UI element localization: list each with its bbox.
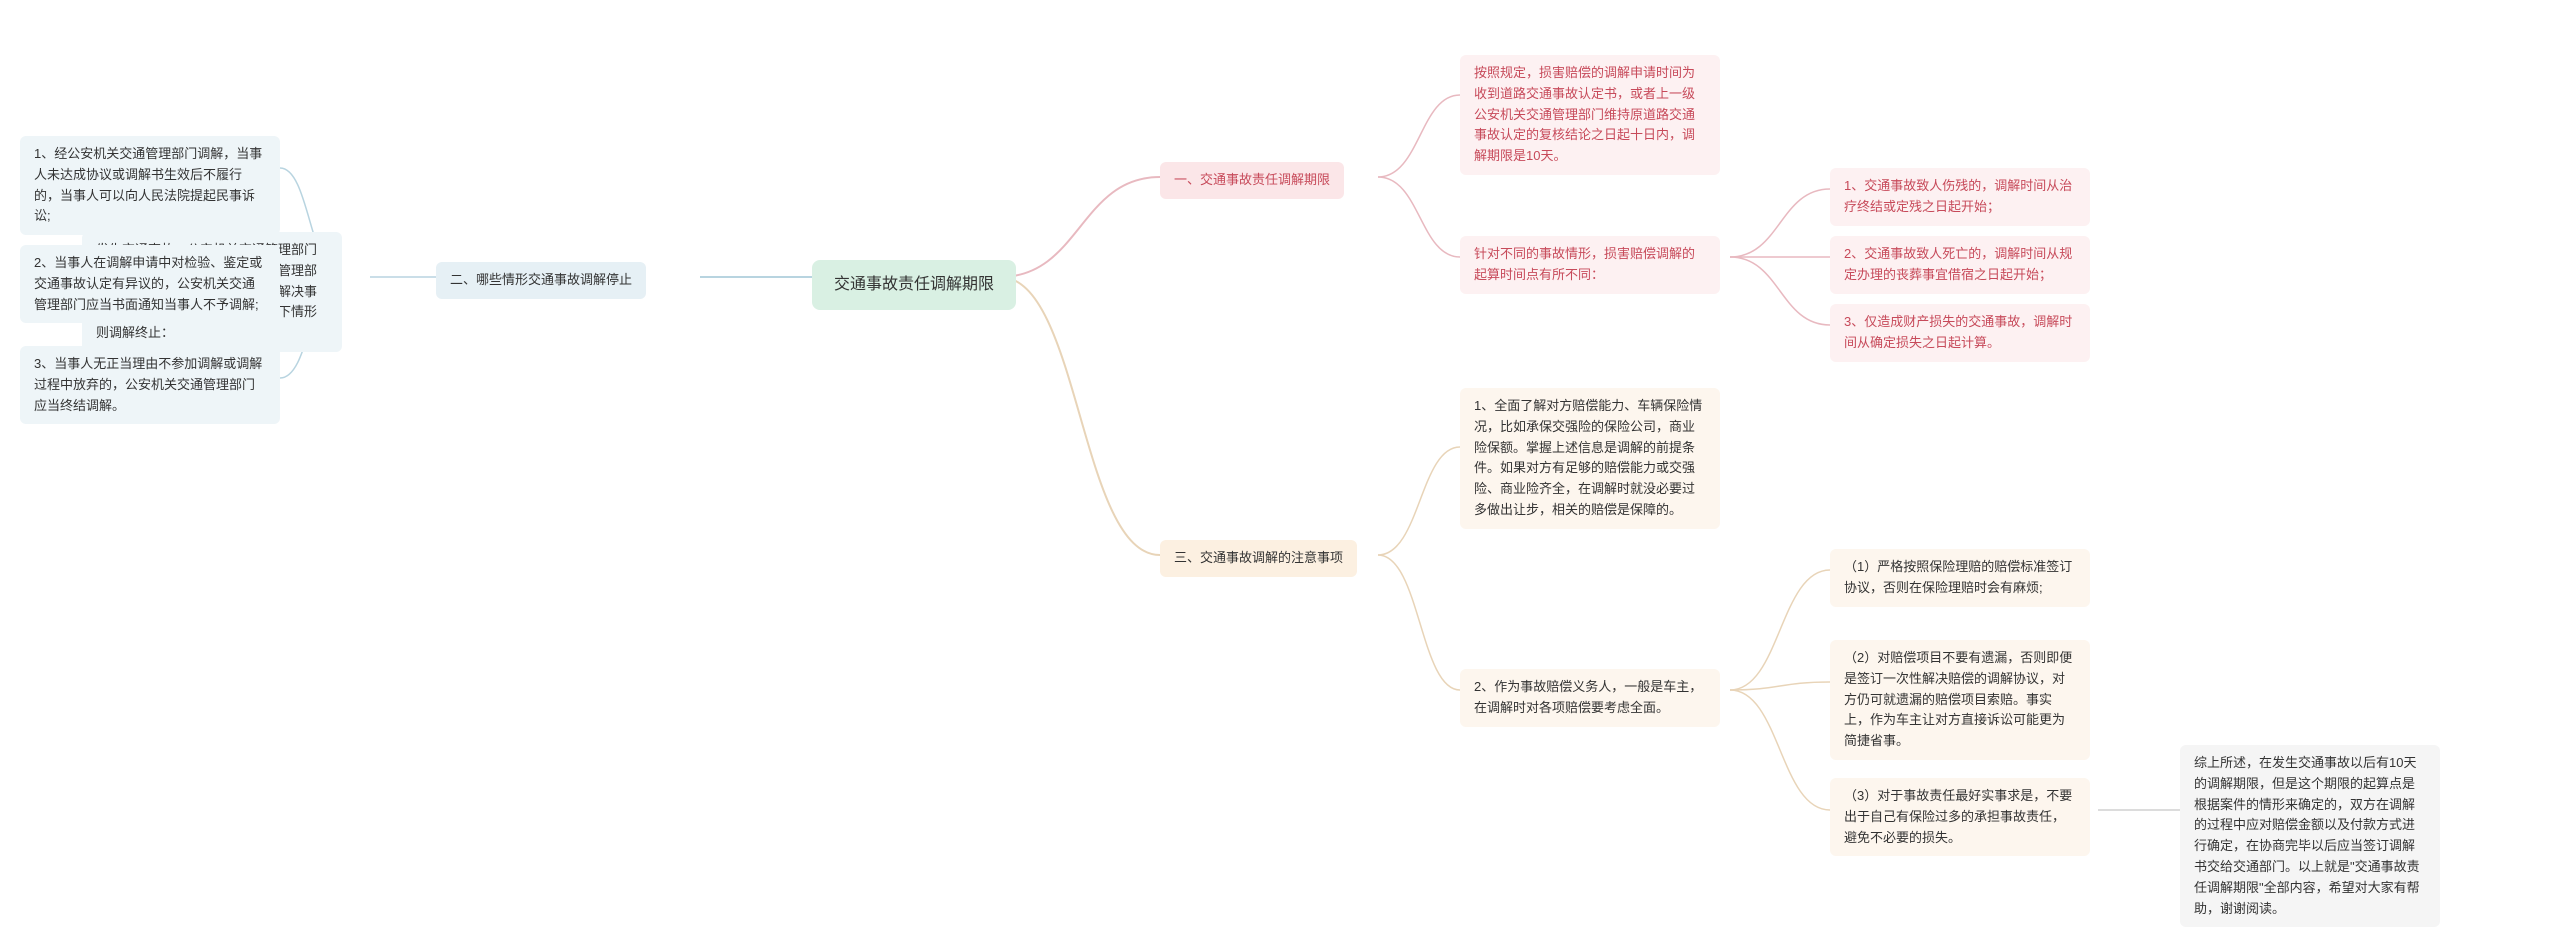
branch-1-node[interactable]: 一、交通事故责任调解期限: [1160, 162, 1344, 199]
branch-2-sub-1: 1、经公安机关交通管理部门调解，当事人未达成协议或调解书生效后不履行的，当事人可…: [20, 136, 280, 235]
branch-1-leaf-1: 按照规定，损害赔偿的调解申请时间为收到道路交通事故认定书，或者上一级公安机关交通…: [1460, 55, 1720, 175]
branch-1-leaf-2: 针对不同的事故情形，损害赔偿调解的起算时间点有所不同：: [1460, 236, 1720, 294]
branch-2-sub-3: 3、当事人无正当理由不参加调解或调解过程中放弃的，公安机关交通管理部门应当终结调…: [20, 346, 280, 424]
branch-3-sub-3: （3）对于事故责任最好实事求是，不要出于自己有保险过多的承担事故责任，避免不必要…: [1830, 778, 2090, 856]
branch-1-sub-2: 2、交通事故致人死亡的，调解时间从规定办理的丧葬事宜借宿之日起开始；: [1830, 236, 2090, 294]
branch-1-sub-3: 3、仅造成财产损失的交通事故，调解时间从确定损失之日起计算。: [1830, 304, 2090, 362]
branch-2-node[interactable]: 二、哪些情形交通事故调解停止: [436, 262, 646, 299]
branch-3-sub-2: （2）对赔偿项目不要有遗漏，否则即便是签订一次性解决赔偿的调解协议，对方仍可就遗…: [1830, 640, 2090, 760]
branch-3-sub-1: （1）严格按照保险理赔的赔偿标准签订协议，否则在保险理赔时会有麻烦;: [1830, 549, 2090, 607]
branch-3-node[interactable]: 三、交通事故调解的注意事项: [1160, 540, 1357, 577]
branch-3-leaf-1: 1、全面了解对方赔偿能力、车辆保险情况，比如承保交强险的保险公司，商业险保额。掌…: [1460, 388, 1720, 529]
branch-2-sub-2: 2、当事人在调解申请中对检验、鉴定或交通事故认定有异议的，公安机关交通管理部门应…: [20, 245, 280, 323]
branch-3-leaf-2: 2、作为事故赔偿义务人，一般是车主，在调解时对各项赔偿要考虑全面。: [1460, 669, 1720, 727]
branch-3-conclusion: 综上所述，在发生交通事故以后有10天的调解期限，但是这个期限的起算点是根据案件的…: [2180, 745, 2440, 927]
branch-1-sub-1: 1、交通事故致人伤残的，调解时间从治疗终结或定残之日起开始；: [1830, 168, 2090, 226]
connector-lines: [0, 0, 2560, 935]
root-node[interactable]: 交通事故责任调解期限: [812, 260, 1016, 310]
